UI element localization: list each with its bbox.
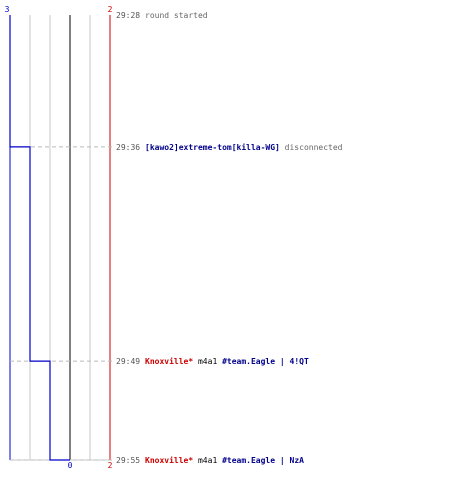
- grid-layer: [9, 15, 114, 461]
- score-step-line: [9, 15, 70, 461]
- event-text-part: round started: [145, 11, 208, 20]
- score-line-layer: [9, 15, 70, 461]
- event-text: Knoxville* m4a1 #team.Eagle | 4!QT: [145, 356, 309, 366]
- event-row: 29:49 Knoxville* m4a1 #team.Eagle | 4!QT: [116, 356, 309, 366]
- event-row: 29:55 Knoxville* m4a1 #team.Eagle | NzA: [116, 455, 304, 465]
- event-text-part: m4a1: [193, 357, 222, 366]
- bottom-right-score-label: 2: [108, 461, 113, 470]
- event-text-part: Knoxville*: [145, 356, 193, 366]
- event-text-part: #team.Eagle | NzA: [222, 456, 304, 465]
- event-text-part: [kawo2]extreme-tom[killa-WG]: [145, 142, 280, 152]
- event-text-part: Knoxville*: [145, 455, 193, 465]
- event-text-part: #team.Eagle | 4!QT: [222, 357, 309, 366]
- axis-label-layer: 3 2 0 2: [5, 5, 113, 470]
- event-text-part: m4a1: [193, 456, 222, 465]
- top-left-score-label: 3: [5, 5, 10, 14]
- top-right-score-label: 2: [108, 5, 113, 14]
- event-text: round started: [145, 11, 208, 20]
- event-time: 29:28: [116, 11, 140, 20]
- event-time: 29:55: [116, 456, 140, 465]
- event-row: 29:36 [kawo2]extreme-tom[killa-WG] discon…: [116, 142, 343, 152]
- event-text: [kawo2]extreme-tom[killa-WG] disconnecte…: [145, 142, 343, 152]
- event-text-part: disconnected: [280, 143, 343, 152]
- bottom-zero-label: 0: [68, 461, 73, 470]
- event-row: 29:28 round started: [116, 11, 208, 20]
- event-log-layer: 29:28 round started 29:36 [kawo2]extreme-to…: [116, 11, 343, 465]
- event-time: 29:49: [116, 357, 140, 366]
- event-text: Knoxville* m4a1 #team.Eagle | NzA: [145, 455, 304, 465]
- event-time: 29:36: [116, 143, 140, 152]
